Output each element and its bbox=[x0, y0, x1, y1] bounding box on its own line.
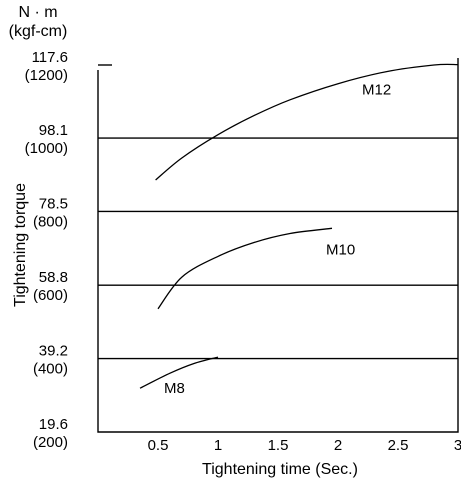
y-tick-label-3: 58.8 bbox=[39, 269, 68, 286]
y-unit-bottom: (kgf-cm) bbox=[9, 23, 68, 40]
y-tick-sublabel-0: (1200) bbox=[25, 67, 68, 84]
y-unit-top: N · m bbox=[18, 4, 57, 21]
series-label-m10: M10 bbox=[326, 241, 355, 258]
series-label-m8: M8 bbox=[164, 380, 185, 397]
y-tick-label-2: 78.5 bbox=[39, 195, 68, 212]
y-tick-labels: 117.6(1200) 98.1(1000) 78.5(800) 58.8(600) 3… bbox=[25, 49, 68, 451]
plot-frame bbox=[97, 58, 459, 433]
y-tick-label-1: 98.1 bbox=[39, 122, 68, 139]
y-tick-sublabel-4: (400) bbox=[33, 361, 68, 378]
y-axis-title: Tightening torque bbox=[12, 183, 29, 307]
y-tick-sublabel-3: (600) bbox=[33, 287, 68, 304]
y-tick-label-4: 39.2 bbox=[39, 343, 68, 360]
y-tick-label-5: 19.6 bbox=[39, 416, 68, 433]
curves bbox=[139, 63, 459, 389]
grid-layer bbox=[98, 64, 458, 360]
x-tick-label-3: 2 bbox=[334, 437, 342, 454]
y-tick-sublabel-2: (800) bbox=[33, 213, 68, 230]
series-line-m8 bbox=[139, 356, 219, 389]
x-tick-label-5: 3 bbox=[454, 437, 461, 454]
x-tick-label-0: 0.5 bbox=[148, 437, 169, 454]
series-label-m12: M12 bbox=[362, 82, 391, 99]
x-tick-label-2: 1.5 bbox=[268, 437, 289, 454]
series-labels: M12 M10 M8 bbox=[164, 82, 391, 397]
x-tick-label-1: 1 bbox=[214, 437, 222, 454]
x-axis-title: Tightening time (Sec.) bbox=[202, 461, 358, 478]
y-tick-label-0: 117.6 bbox=[32, 49, 68, 66]
series-line-m12 bbox=[155, 63, 459, 181]
x-tick-label-4: 2.5 bbox=[388, 437, 409, 454]
y-tick-sublabel-1: (1000) bbox=[25, 140, 68, 157]
series-line-m10 bbox=[157, 227, 333, 310]
y-tick-sublabel-5: (200) bbox=[33, 434, 68, 451]
x-tick-labels: 0.5 1 1.5 2 2.5 3 bbox=[148, 437, 461, 454]
